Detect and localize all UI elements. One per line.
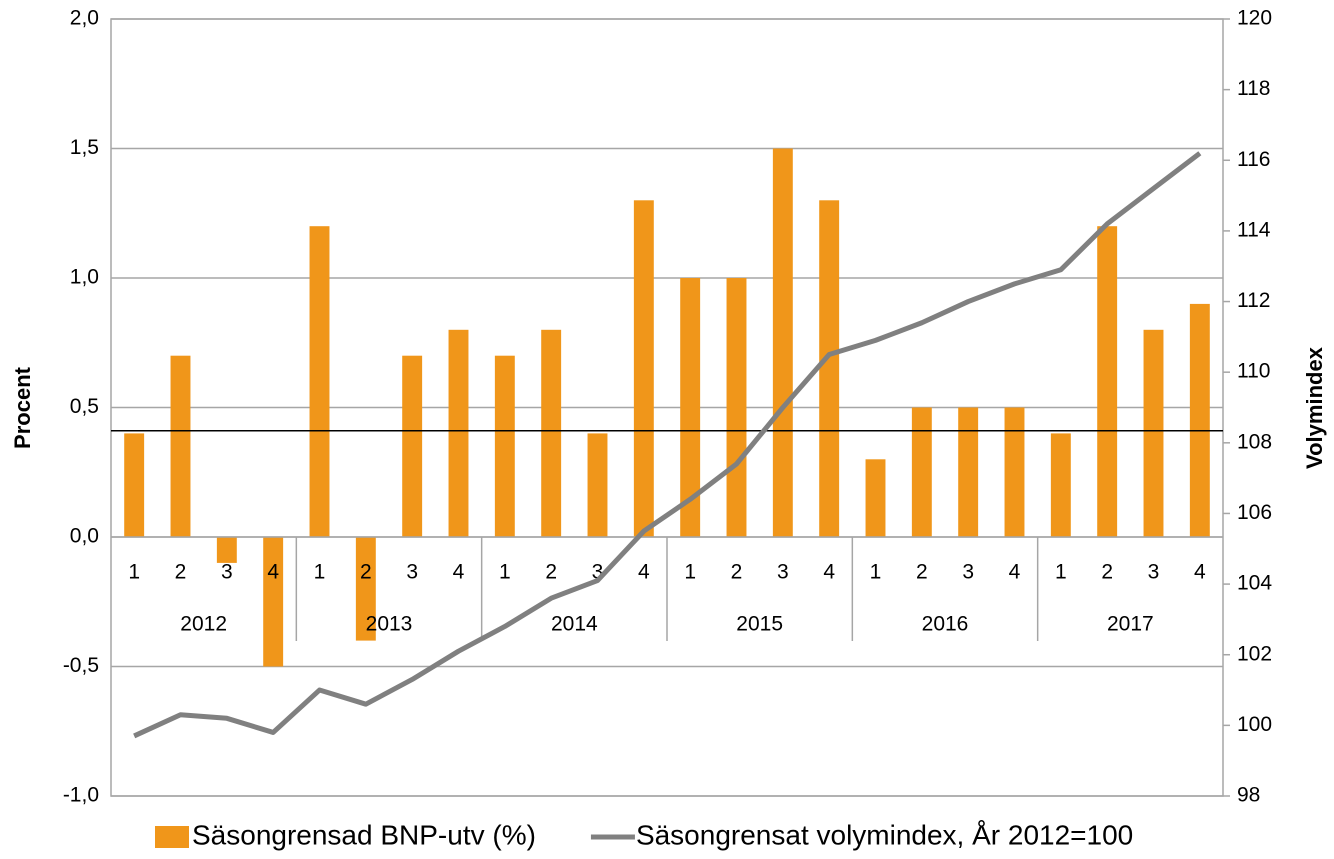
bar (541, 329, 562, 537)
x-group-label: 2014 (551, 613, 598, 636)
y2-tick-label: 112 (1237, 289, 1270, 312)
x-tick-label: 1 (870, 561, 882, 584)
bar (680, 278, 701, 537)
y-tick-label: 0,0 (70, 525, 99, 548)
x-tick-label: 4 (823, 561, 835, 584)
y-tick-label: -0,5 (63, 654, 99, 677)
x-tick-label: 3 (406, 561, 418, 584)
x-group-label: 2017 (1107, 613, 1154, 636)
x-tick-label: 3 (221, 561, 233, 584)
y-tick-label: 1,5 (70, 136, 99, 159)
x-group-label: 2012 (180, 613, 227, 636)
y2-tick-label: 120 (1237, 7, 1272, 30)
bar (170, 355, 191, 537)
y-tick-label: 2,0 (70, 7, 99, 30)
y2-tick-label: 110 (1237, 360, 1270, 383)
bar (958, 407, 979, 537)
legend-label: Säsongrensad BNP-utv (%) (192, 819, 536, 850)
y2-tick-label: 98 (1237, 784, 1260, 807)
x-tick-label: 2 (916, 561, 928, 584)
bar (1143, 329, 1164, 537)
y2-tick-label: 116 (1237, 148, 1270, 171)
y2-tick-label: 100 (1237, 713, 1272, 736)
bar (1189, 303, 1210, 537)
x-tick-label: 3 (777, 561, 789, 584)
y2-tick-label: 106 (1237, 501, 1272, 524)
bar (402, 355, 423, 537)
bar (448, 329, 469, 537)
x-tick-label: 4 (1009, 561, 1021, 584)
y2-tick-label: 118 (1237, 77, 1270, 100)
x-tick-label: 2 (360, 561, 372, 584)
x-tick-label: 3 (962, 561, 974, 584)
y2-axis-title: Volymindex (1302, 346, 1327, 469)
bar (494, 355, 515, 537)
x-tick-label: 4 (1194, 561, 1206, 584)
x-tick-label: 1 (128, 561, 140, 584)
bar (911, 407, 932, 537)
legend-swatch (155, 826, 189, 848)
bar (355, 537, 376, 641)
bar (633, 200, 654, 538)
x-tick-label: 2 (175, 561, 187, 584)
y2-tick-label: 102 (1237, 642, 1272, 665)
line (133, 151, 1202, 739)
bar (819, 200, 840, 538)
x-tick-label: 1 (499, 561, 511, 584)
y-axis-title: Procent (10, 366, 35, 449)
plot-frame (110, 18, 1224, 797)
x-tick-label: 3 (1148, 561, 1160, 584)
bar (309, 226, 330, 537)
y-tick-label: -1,0 (63, 784, 99, 807)
bar (587, 433, 608, 537)
x-tick-label: 4 (453, 561, 465, 584)
bar (772, 148, 793, 537)
x-tick-label: 2 (1101, 561, 1113, 584)
bar (726, 278, 747, 537)
x-group-label: 2015 (736, 613, 783, 636)
y-tick-label: 1,0 (70, 266, 99, 289)
x-tick-label: 2 (545, 561, 557, 584)
bar (1004, 407, 1025, 537)
bar (216, 537, 237, 563)
x-tick-label: 1 (314, 561, 326, 584)
x-tick-label: 2 (731, 561, 743, 584)
x-tick-label: 3 (592, 561, 604, 584)
y2-tick-label: 108 (1237, 430, 1272, 453)
bar (124, 433, 145, 537)
x-tick-label: 1 (1055, 561, 1067, 584)
bar (263, 537, 284, 667)
y2-tick-label: 104 (1237, 572, 1272, 595)
y-tick-label: 0,5 (70, 395, 99, 418)
x-group-label: 2013 (366, 613, 413, 636)
bar (1050, 433, 1071, 537)
x-tick-label: 4 (638, 561, 650, 584)
legend-label: Säsongrensat volymindex, År 2012=100 (636, 819, 1133, 850)
x-tick-label: 1 (684, 561, 696, 584)
y2-tick-label: 114 (1237, 218, 1271, 241)
bar (1097, 226, 1118, 537)
x-tick-label: 4 (267, 561, 279, 584)
x-group-label: 2016 (922, 613, 969, 636)
bar (865, 459, 886, 537)
